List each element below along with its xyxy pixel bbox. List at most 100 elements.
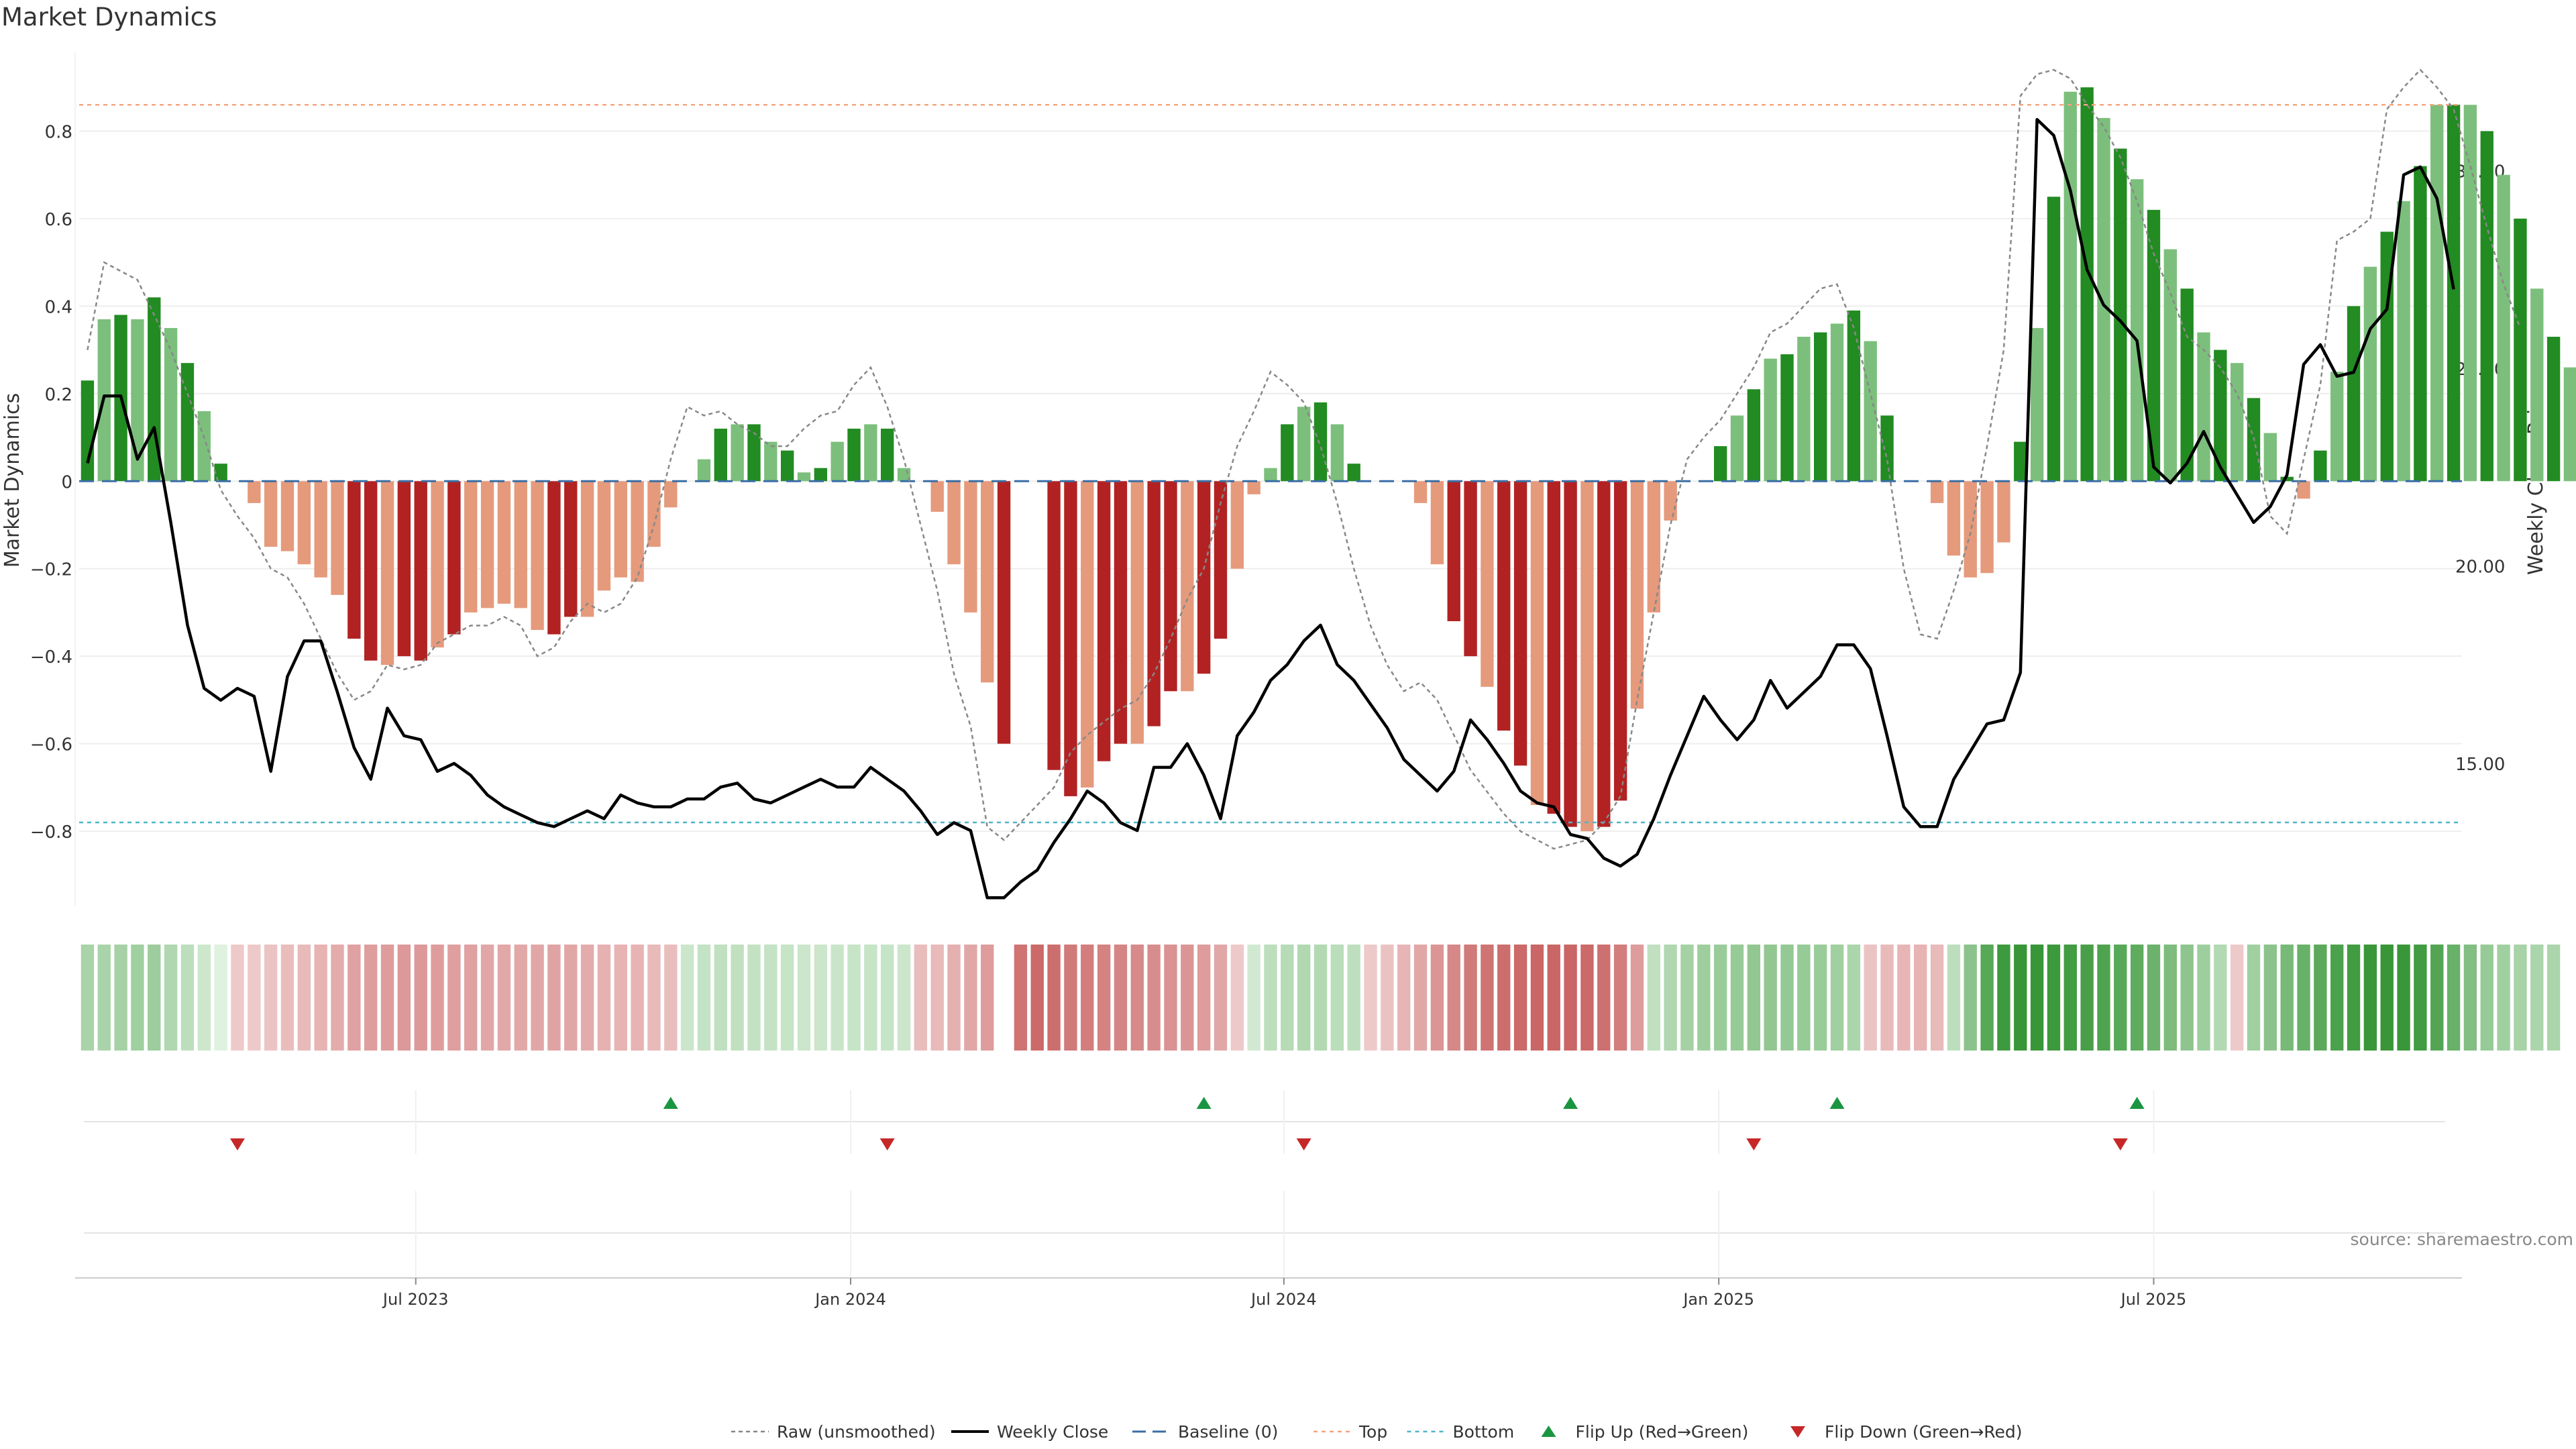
dynamics-bar <box>1547 481 1560 814</box>
dynamics-bar <box>2230 363 2244 482</box>
dynamics-bar <box>1330 424 1344 482</box>
right-tick-label: 25.00 <box>2455 360 2505 380</box>
dynamics-bar <box>1713 446 1727 482</box>
dynamics-bar <box>1081 481 1094 788</box>
composite-strip-cell <box>2263 945 2277 1051</box>
dynamics-bar <box>830 441 844 482</box>
legend-swatch-flip-up <box>1541 1426 1556 1437</box>
composite-strip-cell <box>1197 945 1211 1051</box>
composite-strip-cell <box>1397 945 1411 1051</box>
composite-strip-cell <box>280 945 294 1051</box>
dynamics-bar <box>164 327 178 482</box>
composite-strip-cell <box>2147 945 2161 1051</box>
dynamics-bar <box>2080 87 2094 482</box>
composite-strip-cell <box>881 945 894 1051</box>
composite-strip-cell <box>2380 945 2394 1051</box>
left-tick-label: −0.6 <box>30 735 72 755</box>
dynamics-bar <box>1747 389 1761 482</box>
dynamics-bar <box>414 481 427 661</box>
composite-strip-cell <box>2080 945 2094 1051</box>
left-tick-label: −0.8 <box>30 822 72 843</box>
composite-strip-cell <box>1297 945 1311 1051</box>
dynamics-bar <box>2063 91 2077 482</box>
composite-strip-cell <box>397 945 411 1051</box>
x-tick-label: Jan 2024 <box>814 1290 886 1309</box>
dynamics-bar <box>714 428 727 482</box>
dynamics-bar <box>2397 201 2410 482</box>
composite-strip-cell <box>814 945 828 1051</box>
composite-strip-cell <box>2330 945 2344 1051</box>
dynamics-bar <box>1297 407 1311 482</box>
composite-strip-cell <box>2230 945 2244 1051</box>
dynamics-bar <box>2414 166 2427 482</box>
composite-strip-cell <box>830 945 844 1051</box>
composite-strip-cell <box>1481 945 1494 1051</box>
left-tick-label: 0.8 <box>45 122 72 142</box>
dynamics-bar <box>1764 358 1777 482</box>
dynamics-bar <box>2563 367 2576 482</box>
left-tick-label: −0.2 <box>30 560 72 580</box>
composite-strip-cell <box>747 945 761 1051</box>
dynamics-bar <box>464 481 478 612</box>
dynamics-bar <box>1047 481 1061 770</box>
dynamics-bar <box>447 481 461 635</box>
composite-strip-cell <box>1914 945 1927 1051</box>
composite-strip-cell <box>2030 945 2044 1051</box>
dynamics-bar <box>1930 481 1944 503</box>
composite-strip-cell <box>564 945 578 1051</box>
composite-strip-cell <box>1597 945 1611 1051</box>
composite-strip-cell <box>1181 945 1194 1051</box>
composite-strip-cell <box>2097 945 2110 1051</box>
composite-strip-cell <box>1930 945 1944 1051</box>
composite-strip-cell <box>1814 945 1827 1051</box>
dynamics-bar <box>380 481 394 665</box>
left-tick-label: 0.6 <box>45 210 72 230</box>
left-tick-label: 0 <box>61 472 72 492</box>
composite-strip-cell <box>597 945 611 1051</box>
dynamics-bar <box>564 481 578 617</box>
composite-strip-cell <box>780 945 794 1051</box>
dynamics-bar <box>1430 481 1444 565</box>
composite-strip-cell <box>464 945 478 1051</box>
legend-item-raw: Raw (unsmoothed) <box>731 1422 936 1442</box>
composite-strip-cell <box>2480 945 2493 1051</box>
x-tick-label: Jan 2025 <box>1682 1290 1754 1309</box>
composite-strip-cell <box>248 945 261 1051</box>
composite-strip-cell <box>2397 945 2410 1051</box>
composite-strip-cell <box>2180 945 2194 1051</box>
dynamics-bar <box>2214 350 2227 482</box>
dynamics-bar <box>697 459 711 482</box>
legend-label: Flip Up (Red→Green) <box>1576 1422 1749 1442</box>
dynamics-bar <box>314 481 327 578</box>
dynamics-bar <box>2130 179 2144 482</box>
dynamics-bar <box>364 481 378 661</box>
dynamics-bar <box>2180 288 2194 482</box>
composite-strip-cell <box>1497 945 1511 1051</box>
composite-strip-cell <box>1097 945 1111 1051</box>
composite-strip-cell <box>1147 945 1161 1051</box>
composite-strip-cell <box>2197 945 2210 1051</box>
composite-strip-cell <box>1997 945 2010 1051</box>
dynamics-bar <box>2363 266 2377 482</box>
dynamics-bar <box>1097 481 1111 761</box>
composite-strip-cell <box>864 945 877 1051</box>
left-tick-label: 0.2 <box>45 385 72 405</box>
dynamics-bar <box>964 481 977 612</box>
composite-strip-cell <box>1947 945 1961 1051</box>
composite-strip-cell <box>1697 945 1711 1051</box>
composite-strip-cell <box>1513 945 1527 1051</box>
composite-strip-cell <box>2497 945 2510 1051</box>
dynamics-bar <box>2147 209 2161 482</box>
dynamics-bar <box>2097 117 2110 482</box>
composite-strip-cell <box>497 945 511 1051</box>
dynamics-bar <box>514 481 527 608</box>
dynamics-bar <box>1647 481 1660 612</box>
dynamics-bar <box>2463 105 2477 482</box>
composite-strip-cell <box>180 945 195 1051</box>
chart-legend: Raw (unsmoothed) Weekly Close Baseline (0)… <box>731 1422 2023 1442</box>
dynamics-bar <box>1797 337 1811 482</box>
composite-strip-cell <box>1164 945 1177 1051</box>
dynamics-bar <box>1181 481 1194 692</box>
dynamics-bar <box>197 411 211 482</box>
